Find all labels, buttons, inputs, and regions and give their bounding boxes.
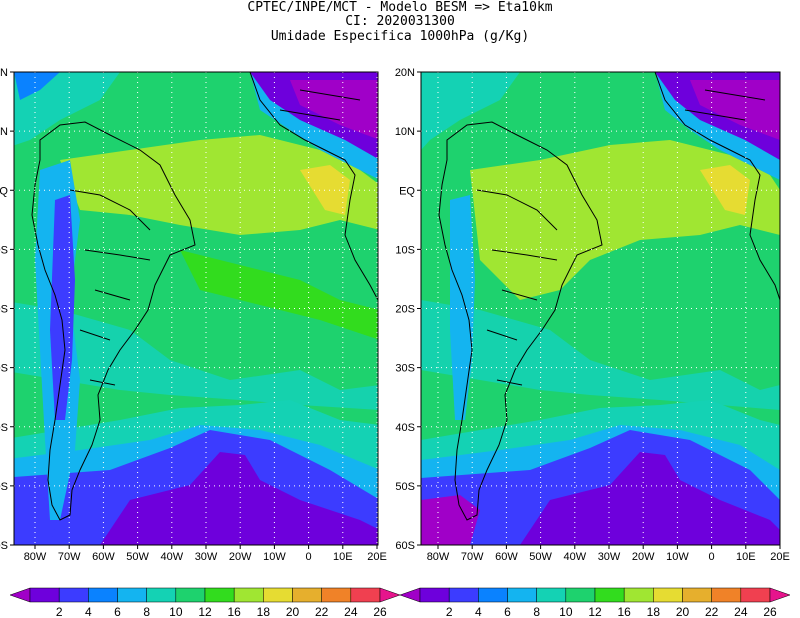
left-lat-tick-label: 20N: [0, 67, 8, 79]
map-title-line-2: CI: 2020031300: [345, 14, 455, 29]
right-colorbar-label: 22: [705, 605, 719, 618]
right-lon-tick-label: 10W: [666, 551, 689, 563]
right-colorbar-swatch: [565, 587, 596, 603]
right-lat-tick-label: 60S: [395, 540, 415, 552]
right-lon-tick-label: 70W: [461, 551, 484, 563]
left-colorbar-swatch: [58, 587, 89, 603]
right-colorbar-swatch: [419, 587, 450, 603]
left-colorbar-swatch: [233, 587, 264, 603]
left-colorbar-swatch: [292, 587, 322, 603]
left-colorbar-swatch: [175, 587, 206, 603]
left-colorbar-swatch: [350, 587, 381, 603]
left-lon-tick-label: 50W: [126, 551, 149, 563]
right-colorbar-label: 20: [676, 605, 690, 618]
right-colorbar-swatch: [536, 587, 567, 603]
left-lat-tick-label: 20S: [0, 304, 8, 316]
right-colorbar-label: 16: [617, 605, 631, 618]
left-colorbar-left-arrow: [9, 587, 31, 603]
right-colorbar-swatch: [448, 587, 479, 603]
right-colorbar-swatch: [594, 587, 625, 603]
right-colorbar-swatch: [653, 587, 683, 603]
right-lon-tick-label: 60W: [495, 551, 518, 563]
left-colorbar-label: 10: [169, 605, 183, 618]
left-lat-tick-label: 40S: [0, 422, 8, 434]
right-lon-tick-label: 20E: [770, 551, 790, 563]
right-lat-tick-label: 20S: [395, 304, 415, 316]
right-colorbar-swatch: [478, 587, 508, 603]
left-lon-tick-label: 30W: [195, 551, 218, 563]
right-lat-tick-label: EQ: [399, 185, 415, 197]
left-colorbar-label: 4: [85, 605, 92, 618]
right-colorbar-label: 18: [647, 605, 661, 618]
right-colorbar-label: 10: [559, 605, 573, 618]
right-colorbar-label: 8: [533, 605, 540, 618]
left-colorbar-label: 2: [56, 605, 63, 618]
left-colorbar-label: 6: [114, 605, 121, 618]
left-lat-tick-label: 30S: [0, 363, 8, 375]
right-lat-tick-label: 10S: [395, 244, 415, 256]
left-lat-tick-label: 10S: [0, 244, 8, 256]
left-lon-tick-label: 20E: [367, 551, 387, 563]
right-colorbar-label: 6: [504, 605, 511, 618]
right-lat-tick-label: 50S: [395, 481, 415, 493]
left-lat-tick-label: 60S: [0, 540, 8, 552]
right-colorbar-right-arrow: [769, 587, 791, 603]
right-colorbar-label: 4: [475, 605, 482, 618]
left-lon-tick-label: 80W: [24, 551, 47, 563]
left-lon-tick-label: 10W: [263, 551, 286, 563]
left-lon-tick-label: 60W: [92, 551, 115, 563]
left-lon-tick-label: 70W: [58, 551, 81, 563]
right-colorbar-label: 26: [763, 605, 777, 618]
right-lon-tick-label: 30W: [598, 551, 621, 563]
left-lat-tick-label: 50S: [0, 481, 8, 493]
right-colorbar-swatch: [740, 587, 771, 603]
left-colorbar-label: 20: [286, 605, 300, 618]
right-lat-tick-label: 20N: [395, 67, 415, 79]
right-colorbar-swatch: [682, 587, 712, 603]
left-lon-tick-label: 20W: [229, 551, 252, 563]
right-colorbar-swatch: [507, 587, 537, 603]
left-colorbar-label: 18: [257, 605, 271, 618]
left-colorbar-label: 16: [227, 605, 241, 618]
left-colorbar-swatch: [204, 587, 235, 603]
left-lat-tick-label: 10N: [0, 126, 8, 138]
map-title-line-3: Umidade Especifica 1000hPa (g/Kg): [270, 29, 530, 44]
right-colorbar-left-arrow: [399, 587, 421, 603]
right-colorbar-label: 12: [588, 605, 602, 618]
left-colorbar-swatch: [146, 587, 177, 603]
left-colorbar-right-arrow: [379, 587, 401, 603]
left-lon-tick-label: 0: [306, 551, 312, 563]
right-lat-tick-label: 30S: [395, 363, 415, 375]
left-colorbar-swatch: [321, 587, 352, 603]
left-colorbar-label: 26: [373, 605, 387, 618]
left-lon-tick-label: 40W: [160, 551, 183, 563]
right-lon-tick-label: 0: [709, 551, 715, 563]
left-lat-tick-label: EQ: [0, 185, 8, 197]
right-colorbar-swatch: [711, 587, 742, 603]
left-colorbar-swatch: [88, 587, 118, 603]
right-lat-tick-label: 40S: [395, 422, 415, 434]
left-colorbar-label: 24: [344, 605, 358, 618]
left-colorbar-swatch: [263, 587, 293, 603]
right-lat-tick-label: 10N: [395, 126, 415, 138]
right-lon-tick-label: 10E: [736, 551, 756, 563]
right-lon-tick-label: 20W: [632, 551, 655, 563]
left-colorbar-label: 22: [315, 605, 329, 618]
left-lon-tick-label: 10E: [333, 551, 353, 563]
left-colorbar-swatch: [29, 587, 60, 603]
right-colorbar-swatch: [623, 587, 654, 603]
left-colorbar-label: 8: [143, 605, 150, 618]
right-lon-tick-label: 40W: [563, 551, 586, 563]
map-title-line-1: CPTEC/INPE/MCT - Modelo BESM => Eta10km: [247, 0, 553, 15]
left-colorbar-label: 12: [198, 605, 212, 618]
right-colorbar-label: 2: [446, 605, 453, 618]
left-colorbar-swatch: [117, 587, 147, 603]
right-lon-tick-label: 80W: [427, 551, 450, 563]
right-colorbar-label: 24: [734, 605, 748, 618]
right-lon-tick-label: 50W: [529, 551, 552, 563]
